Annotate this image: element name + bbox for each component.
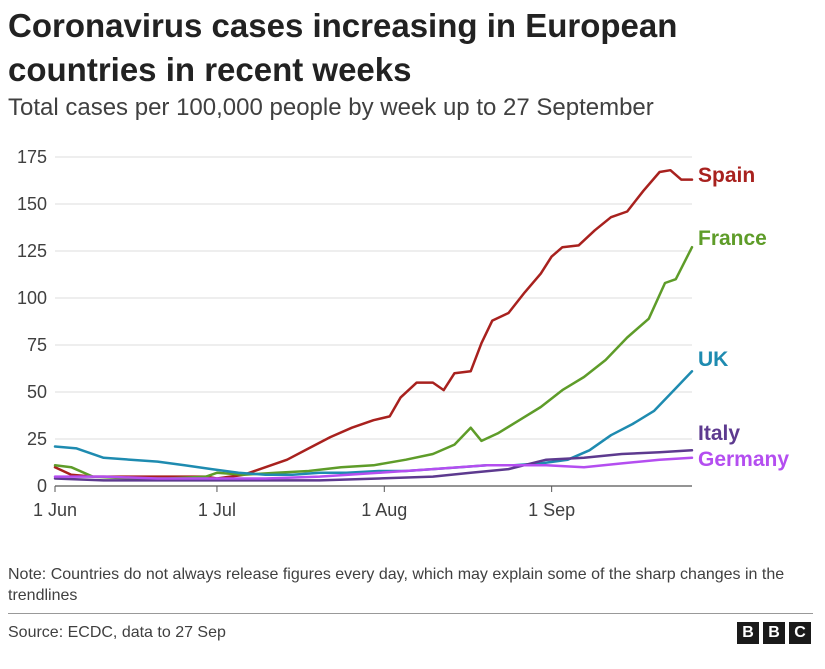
x-tick-label: 1 Jul <box>198 500 236 520</box>
y-tick-label: 175 <box>17 147 47 167</box>
source-text: Source: ECDC, data to 27 Sep <box>8 624 226 641</box>
series-label-italy: Italy <box>698 422 740 445</box>
x-tick-label: 1 Aug <box>361 500 407 520</box>
x-axis-ticks: 1 Jun 1 Jul 1 Aug 1 Sep <box>33 486 575 520</box>
x-tick-label: 1 Sep <box>528 500 575 520</box>
logo-letter: B <box>763 622 785 644</box>
gridlines <box>55 156 692 487</box>
y-tick-label: 50 <box>27 382 47 402</box>
series-label-germany: Germany <box>698 448 789 471</box>
series-lines <box>53 168 694 482</box>
footnote: Note: Countries do not always release fi… <box>8 566 785 604</box>
series-label-uk: UK <box>698 348 728 371</box>
series-line-italy <box>53 449 694 482</box>
y-tick-label: 125 <box>17 241 47 261</box>
series-labels: Spain France UK Italy Germany <box>698 164 789 471</box>
y-tick-label: 100 <box>17 288 47 308</box>
x-tick-label: 1 Jun <box>33 500 77 520</box>
footer-divider <box>8 613 813 614</box>
chart-title: Coronavirus cases increasing in European… <box>8 7 678 88</box>
logo-letter: C <box>789 622 811 644</box>
series-line-spain <box>53 168 694 480</box>
series-line-france <box>53 245 694 480</box>
series-label-france: France <box>698 227 767 250</box>
y-tick-label: 75 <box>27 335 47 355</box>
logo-letter: B <box>737 622 759 644</box>
series-line-uk <box>53 370 694 476</box>
chart-subtitle: Total cases per 100,000 people by week u… <box>8 94 654 121</box>
y-tick-label: 25 <box>27 429 47 449</box>
line-chart: 0 25 50 75 100 125 150 175 1 Jun 1 Jul 1 Aug 1 Sep… <box>17 147 789 520</box>
bbc-logo: B B C <box>737 622 811 644</box>
y-axis-ticks: 0 25 50 75 100 125 150 175 <box>17 147 47 496</box>
y-tick-label: 150 <box>17 194 47 214</box>
series-line-germany <box>53 456 694 480</box>
series-label-spain: Spain <box>698 164 755 187</box>
y-tick-label: 0 <box>37 476 47 496</box>
